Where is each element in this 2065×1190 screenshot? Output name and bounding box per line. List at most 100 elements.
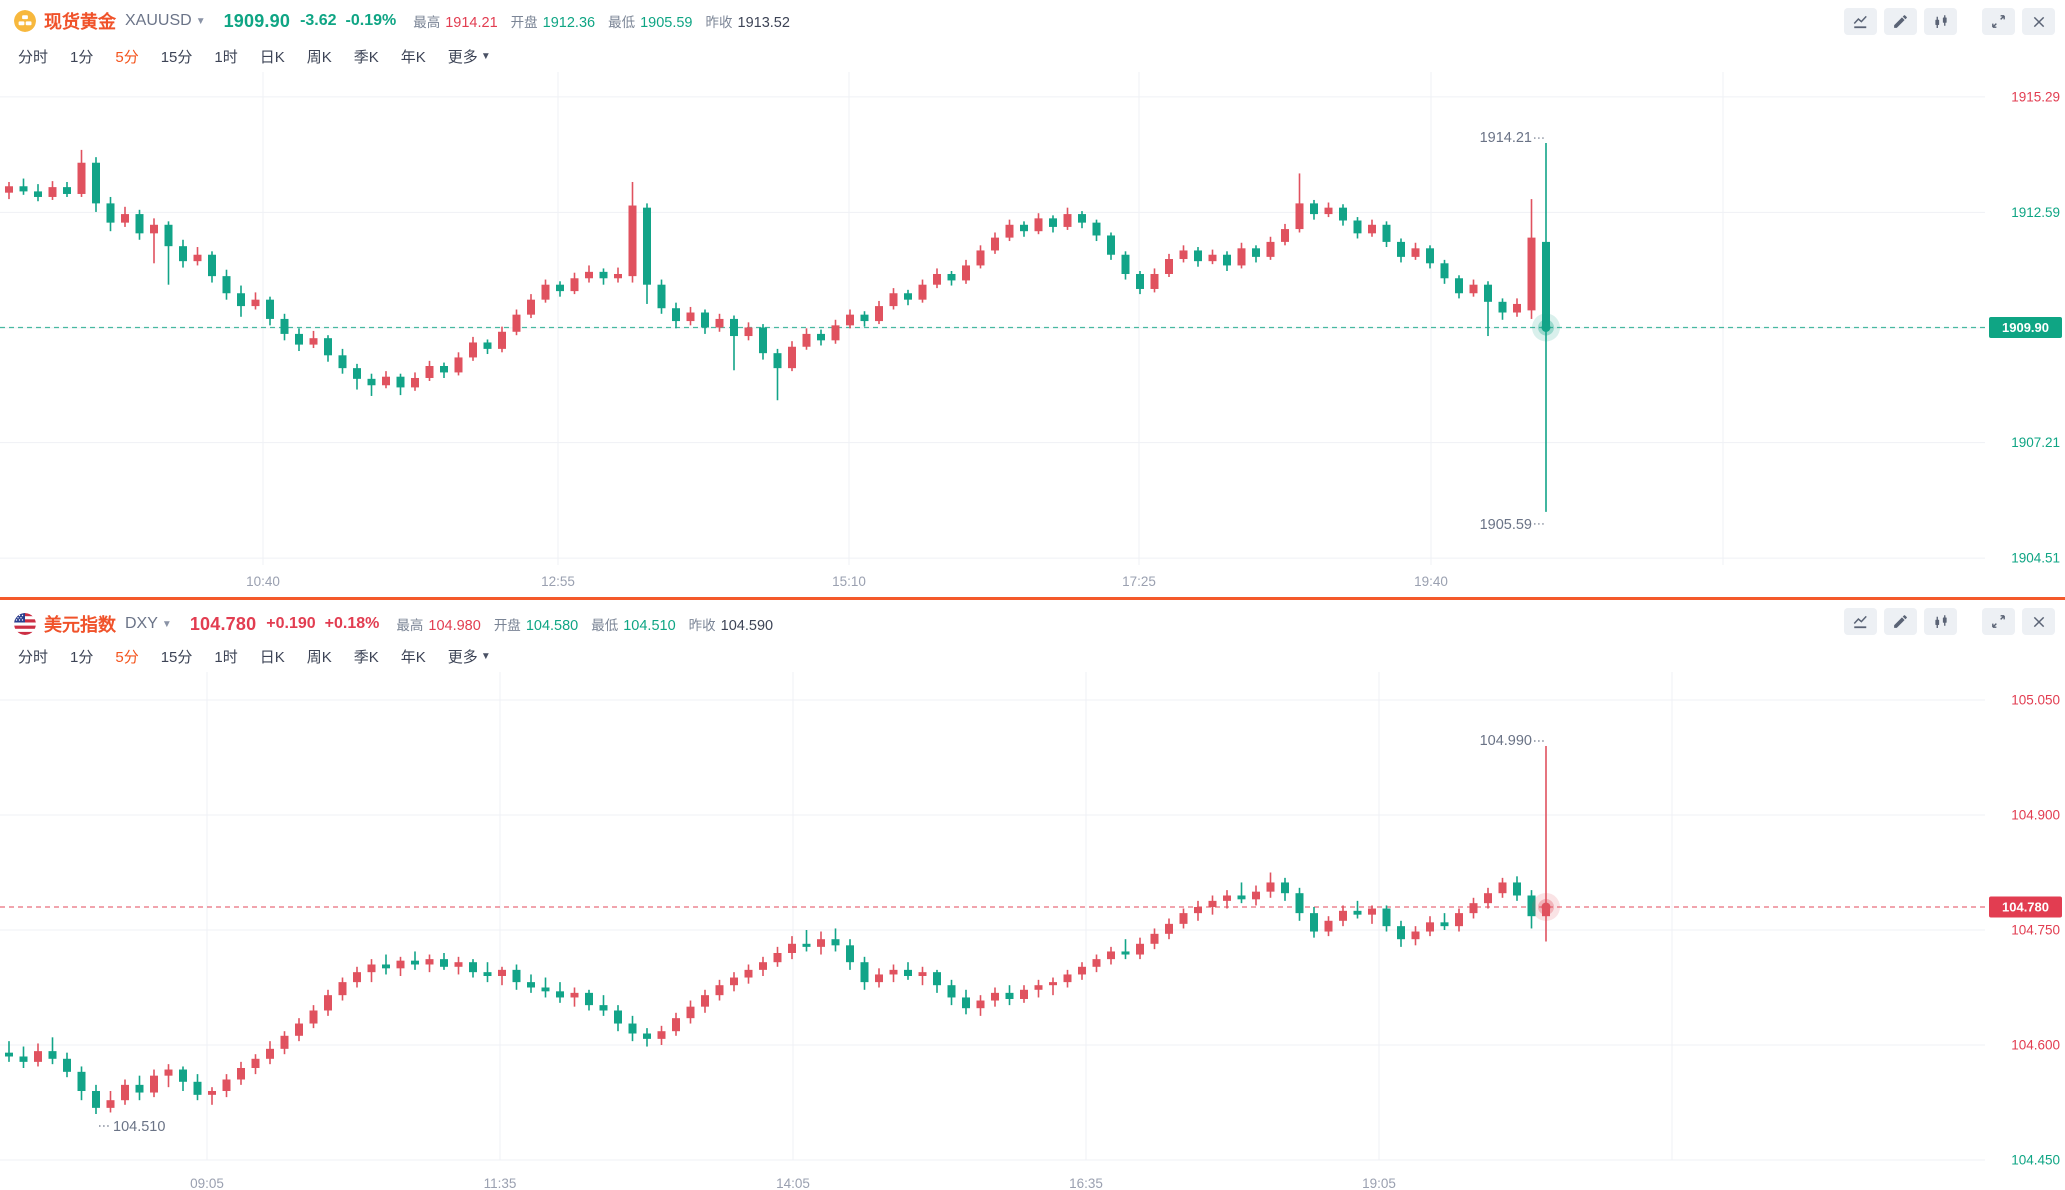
candle: [150, 1075, 158, 1093]
candle: [440, 366, 448, 373]
tab-daily[interactable]: 日K: [259, 48, 285, 66]
candle: [628, 205, 637, 277]
expand-fullscreen-icon[interactable]: [1982, 8, 2015, 35]
candle: [904, 969, 912, 976]
instrument-symbol[interactable]: XAUUSD: [125, 12, 192, 29]
x-axis-label: 14:05: [776, 1176, 810, 1190]
candle: [1411, 248, 1420, 257]
candle: [1368, 224, 1376, 234]
last-price: 104.780: [189, 613, 257, 634]
stat-label-high: 最高: [396, 618, 424, 633]
candle: [701, 995, 709, 1007]
candle: [121, 214, 129, 223]
x-axis-label: 19:05: [1362, 1176, 1396, 1190]
panel-divider: [0, 597, 2065, 600]
instrument-symbol[interactable]: DXY: [125, 615, 158, 632]
tab-15min[interactable]: 15分: [160, 48, 193, 66]
candle: [875, 306, 883, 322]
close-icon[interactable]: [2022, 8, 2055, 35]
low-marker-label: 1905.59: [1480, 517, 1532, 533]
candle: [773, 353, 782, 369]
candle: [1179, 250, 1188, 260]
candle: [396, 960, 405, 969]
tab-1hour[interactable]: 1时: [214, 648, 238, 666]
candle: [1179, 913, 1188, 924]
candle: [237, 1067, 245, 1080]
tab-1min[interactable]: 1分: [70, 48, 94, 66]
gold-candlestick-chart[interactable]: 10:40 12:55 15:10 17:25 19:40 1914.21 1905.59 1…: [0, 72, 2065, 597]
candle: [5, 186, 13, 193]
candle: [1252, 248, 1260, 257]
tab-more[interactable]: 更多 ▼: [447, 48, 491, 66]
compare-candles-icon[interactable]: [1924, 608, 1957, 635]
tab-1min[interactable]: 1分: [70, 648, 94, 666]
candle: [1107, 235, 1115, 255]
candle: [759, 327, 767, 354]
expand-fullscreen-icon[interactable]: [1982, 608, 2015, 635]
candle: [266, 1048, 274, 1059]
candle: [773, 952, 782, 963]
candle: [1266, 882, 1275, 892]
pencil-draw-icon[interactable]: [1884, 8, 1917, 35]
tab-yearly[interactable]: 年K: [400, 48, 426, 66]
candle: [599, 1005, 608, 1011]
candle: [34, 1051, 42, 1062]
candle: [367, 964, 376, 973]
stat-label-low: 最低: [591, 618, 619, 633]
dxy-candlestick-chart[interactable]: 09:05 11:35 14:05 16:35 19:05 104.990 104.510 1…: [0, 672, 2065, 1190]
tab-timeshare[interactable]: 分时: [18, 48, 49, 66]
candle: [686, 1006, 695, 1019]
candle: [1310, 203, 1318, 215]
chevron-down-icon[interactable]: ▼: [195, 15, 206, 27]
candle: [1382, 908, 1391, 927]
candle: [1484, 893, 1492, 904]
tab-quarterly[interactable]: 季K: [353, 648, 379, 666]
candle: [324, 338, 332, 356]
candle: [686, 312, 695, 322]
candle: [338, 355, 347, 369]
candle: [599, 271, 608, 279]
stat-value-prev-close: 104.590: [720, 618, 774, 634]
daily-stats: 最高 1914.21 开盘 1912.36 最低 1905.59 昨收 1913.52: [413, 11, 803, 31]
candle: [1310, 913, 1318, 932]
candle: [1295, 203, 1304, 230]
trend-line-icon[interactable]: [1844, 608, 1877, 635]
trend-line-icon[interactable]: [1844, 8, 1877, 35]
candle: [425, 959, 434, 965]
pencil-draw-icon[interactable]: [1884, 608, 1917, 635]
price-change-percent: -0.19%: [345, 12, 397, 29]
x-axis-label: 17:25: [1122, 574, 1156, 589]
y-axis-label: 104.750: [2011, 922, 2060, 937]
close-icon[interactable]: [2022, 608, 2055, 635]
candle: [382, 376, 390, 386]
tab-quarterly[interactable]: 季K: [353, 48, 379, 66]
current-price-badge-text: 1909.90: [2002, 320, 2049, 335]
y-axis-label: 105.050: [2011, 692, 2060, 707]
chevron-down-icon[interactable]: ▼: [161, 618, 172, 630]
stat-value-low: 1905.59: [640, 15, 693, 31]
tab-15min[interactable]: 15分: [160, 648, 193, 666]
candle: [1295, 893, 1304, 914]
tab-more[interactable]: 更多 ▼: [447, 648, 491, 666]
x-axis-label: 16:35: [1069, 1176, 1103, 1190]
tab-timeshare[interactable]: 分时: [18, 648, 49, 666]
candle: [251, 299, 260, 307]
candle: [34, 191, 42, 197]
tab-weekly[interactable]: 周K: [306, 648, 332, 666]
tab-5min[interactable]: 5分: [115, 648, 139, 666]
compare-candles-icon[interactable]: [1924, 8, 1957, 35]
tab-1hour[interactable]: 1时: [214, 48, 238, 66]
candle: [382, 964, 390, 969]
daily-stats: 最高 104.980 开盘 104.580 最低 104.510 昨收 104.590: [396, 614, 786, 634]
tab-weekly[interactable]: 周K: [306, 48, 332, 66]
gold-header: 现货黄金 XAUUSD ▼ 1909.90 -3.62 -0.19% 最高 191…: [14, 6, 803, 36]
candle: [1063, 974, 1072, 983]
tab-yearly[interactable]: 年K: [400, 648, 426, 666]
candle: [1121, 254, 1130, 274]
candle: [831, 939, 840, 946]
candle: [527, 982, 535, 988]
y-axis-label: 104.450: [2011, 1153, 2060, 1168]
candle: [1469, 284, 1478, 294]
tab-5min[interactable]: 5分: [115, 48, 139, 66]
tab-daily[interactable]: 日K: [259, 648, 285, 666]
